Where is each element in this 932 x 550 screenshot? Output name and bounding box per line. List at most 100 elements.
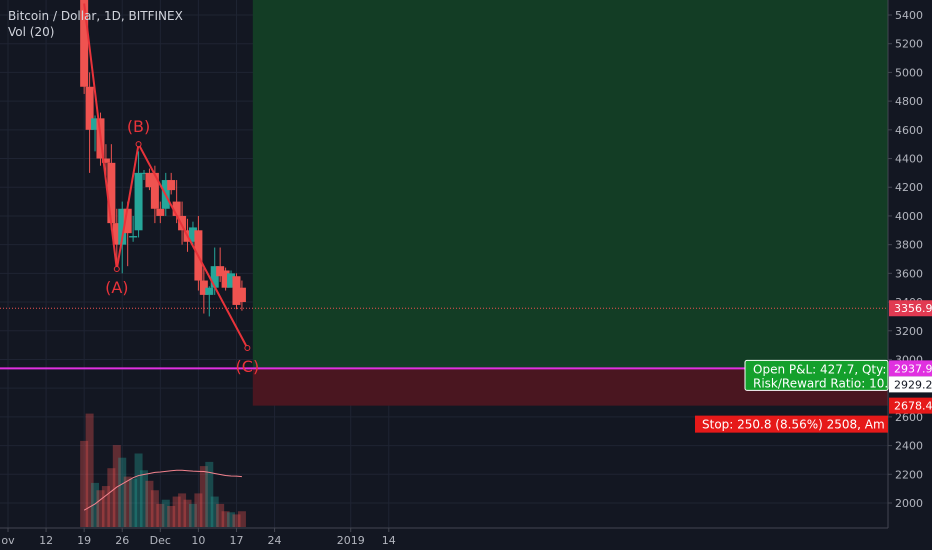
volume-bar (101, 486, 110, 527)
pnl-box[interactable] (744, 359, 889, 391)
price-tick-label: 2400 (895, 440, 923, 453)
candle-body (221, 270, 230, 288)
candle-body (232, 276, 241, 305)
volume-bar (118, 457, 127, 527)
price-tick-label: 2000 (895, 497, 923, 510)
volume-ma-line (83, 469, 242, 511)
price-tick-label: 3800 (895, 239, 923, 252)
date-tick-label: ov (1, 534, 15, 547)
volume-bar (85, 413, 94, 527)
price-tick-label: 4200 (895, 181, 923, 194)
volume-bar (216, 503, 225, 527)
abc-wave-line[interactable] (83, 3, 249, 349)
profit-zone[interactable] (252, 0, 889, 369)
chart-legend: Bitcoin / Dollar, 1D, BITFINEX Vol (20) (8, 8, 183, 40)
candle-body (205, 287, 214, 295)
price-tick-label: 3600 (895, 267, 923, 280)
date-tick-label: 26 (115, 534, 129, 547)
candle-body (123, 208, 132, 234)
volume-bar (96, 490, 105, 527)
price-tick-label: 5400 (895, 9, 923, 22)
date-tick-label: Dec (150, 534, 171, 547)
candle-body (227, 273, 236, 288)
entry-price-tag: 2937.9 (894, 362, 932, 375)
time-axis-panel[interactable] (0, 528, 932, 550)
candle-body (134, 172, 143, 231)
candle-body (129, 236, 138, 238)
price-tick-label: 4600 (895, 124, 923, 137)
volume-bar (183, 499, 192, 527)
entry-price-tag-bg[interactable] (889, 360, 932, 377)
volume-indicator-title[interactable]: Vol (20) (8, 25, 55, 39)
volume-bar (150, 490, 159, 527)
wave-drawing[interactable]: (A) (B) (C) (83, 3, 260, 376)
candle-body (80, 0, 89, 87)
stop-box[interactable] (695, 415, 888, 433)
candle-body (140, 172, 148, 174)
candle-body (237, 287, 246, 303)
candle-body (91, 118, 100, 130)
volume-bar (80, 440, 89, 527)
price-tick-label: 5000 (895, 66, 923, 79)
stop-label: Stop: 250.8 (8.56%) 2508, Am (702, 418, 885, 432)
date-tick-label: 17 (229, 534, 243, 547)
price-tick-label: 2600 (895, 411, 923, 424)
volume-bar (123, 476, 132, 527)
stop-price-tag: 2678.4 (894, 400, 932, 413)
price-axis-panel[interactable] (888, 0, 932, 550)
volume-bar (221, 511, 230, 527)
wave-label: (B) (127, 117, 150, 136)
avg-price-tag-bg[interactable] (889, 376, 932, 393)
volume-bar (91, 482, 100, 527)
date-tick-label: 24 (268, 534, 282, 547)
price-tick-label: 3200 (895, 325, 923, 338)
price-tick-label: 4800 (895, 95, 923, 108)
current-price-tag-bg[interactable] (889, 300, 932, 317)
wave-point-handle[interactable] (244, 344, 251, 351)
wave-label: (C) (236, 357, 260, 376)
candlesticks (80, 0, 246, 317)
volume-bar (107, 468, 116, 527)
price-tick-label: 2200 (895, 468, 923, 481)
candle-body (150, 172, 159, 209)
volume-bar (232, 514, 241, 527)
date-tick-label: 2019 (337, 534, 365, 547)
stop-price-tag-bg[interactable] (889, 397, 932, 414)
volume-bar (140, 470, 148, 527)
position-labels[interactable]: 3356.9 2937.9 2929.2 2678.4 Open P&L: 427.7,… (695, 300, 932, 433)
candle-body (107, 162, 116, 224)
wave-point-handle[interactable] (113, 266, 120, 273)
volume-bar (227, 512, 236, 527)
avg-price-tag: 2929.2 (894, 378, 932, 391)
price-tick-label: 5200 (895, 38, 923, 51)
candle-body (210, 266, 219, 288)
wave-point-handle[interactable] (135, 141, 142, 148)
current-price-tag: 3356.9 (894, 302, 932, 315)
horizontal-level-line[interactable] (0, 307, 888, 370)
candle-body (178, 215, 187, 231)
volume-bar (210, 496, 219, 527)
volume-bar (178, 493, 187, 527)
volume-bar (188, 503, 197, 527)
price-tick-label: 4400 (895, 153, 923, 166)
candle-body (172, 201, 181, 216)
volume-bar (199, 466, 208, 527)
candle-body (216, 266, 225, 277)
volume-bar (156, 503, 165, 527)
candle-body (145, 172, 154, 188)
open-pnl-label: Open P&L: 427.7, Qty: (753, 362, 886, 376)
volume-bar (167, 506, 176, 527)
candle-body (112, 223, 121, 245)
candle-body (101, 158, 110, 163)
volume-bar (145, 480, 154, 527)
volume-bar (194, 493, 203, 527)
candle-body (156, 208, 165, 216)
volume-bar (205, 461, 214, 527)
position-zones[interactable] (252, 0, 889, 406)
symbol-title[interactable]: Bitcoin / Dollar, 1D, BITFINEX (8, 9, 183, 23)
date-tick-label: 19 (77, 534, 91, 547)
wave-label: (A) (105, 278, 128, 297)
